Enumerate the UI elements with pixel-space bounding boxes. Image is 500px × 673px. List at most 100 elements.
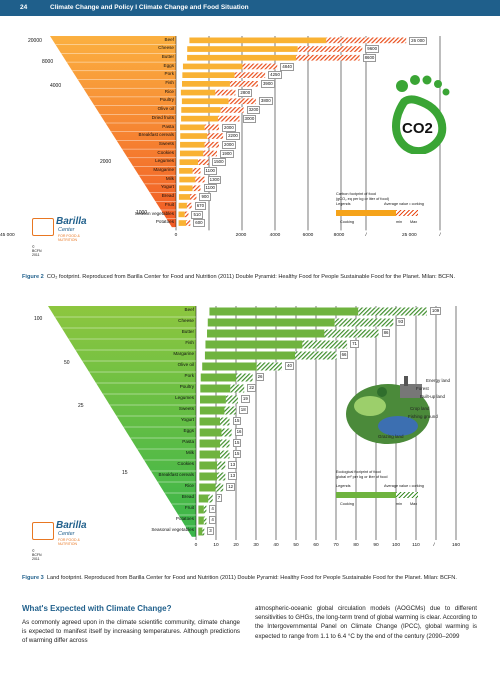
barilla-year: © BCFN 2011 <box>32 245 42 257</box>
figure-3-label: Figure 3 <box>22 575 44 581</box>
axis-tick: 60 <box>313 543 319 548</box>
bar-solid <box>199 439 221 448</box>
category-label: Cheese <box>178 317 194 323</box>
category-label: Poultry <box>159 97 174 103</box>
bar-solid <box>204 351 296 360</box>
bar-hatched <box>220 417 230 426</box>
bar-hatched <box>256 362 282 371</box>
bar-solid <box>187 54 297 61</box>
value-label: 15 <box>232 438 242 447</box>
value-label: 1100 <box>203 184 217 193</box>
axis-tick: 6000 <box>302 233 314 239</box>
bar-hatched <box>296 54 360 61</box>
bar-solid <box>179 150 204 157</box>
category-label: Pork <box>184 372 194 378</box>
bar-solid <box>179 168 193 174</box>
bar-hatched <box>221 428 232 437</box>
axis-tick: 100 <box>391 543 400 548</box>
bar-solid <box>199 417 221 426</box>
bar-hatched <box>202 527 205 536</box>
bar-hatched <box>236 373 253 382</box>
barilla-sub: Center <box>58 227 75 233</box>
bar-solid <box>202 362 257 371</box>
bar-hatched <box>184 211 189 218</box>
axis-tick: 2000 <box>235 233 247 239</box>
category-label: Fish <box>165 80 174 85</box>
bar-hatched <box>334 318 394 327</box>
land-energy: Energy land <box>426 378 451 383</box>
scale-mark: 2000 <box>100 159 112 166</box>
category-label: Potatoes <box>155 219 174 225</box>
bar-hatched <box>203 150 217 157</box>
category-label: Legumes <box>175 394 194 400</box>
bar-solid <box>199 461 218 470</box>
legend-left: Legends <box>336 202 351 206</box>
section-heading: What's Expected with Climate Change? <box>22 604 172 613</box>
co2-label: CO2 <box>402 120 433 137</box>
bar-solid <box>178 220 186 226</box>
bar-solid <box>178 211 185 218</box>
value-label: 22 <box>247 383 257 392</box>
axis-tick: 90 <box>373 543 379 548</box>
running-title: Climate Change and Policy I Climate Chan… <box>50 4 249 11</box>
barilla-name-2: Barilla <box>56 520 87 531</box>
legend-title: Carbon footprint of food (gCO₂ eq per kg… <box>336 192 389 201</box>
bar-hatched <box>203 505 207 514</box>
bar-hatched <box>228 98 256 105</box>
category-label: Butter <box>161 53 174 59</box>
axis-tick: 40 <box>273 543 279 548</box>
legend-bar-solid-2 <box>336 492 396 498</box>
category-label: Rice <box>164 88 174 94</box>
land-crop: Crop land <box>410 406 430 411</box>
value-label: 1900 <box>219 149 234 158</box>
value-label: 2000 <box>222 140 236 149</box>
figure-2: Barilla Center FOR FOOD & NUTRITION © BC… <box>0 28 500 273</box>
category-label: Beef <box>164 36 174 42</box>
bar-hatched <box>229 81 258 87</box>
category-label: Fruit <box>164 201 174 207</box>
category-label: Fish <box>185 339 194 345</box>
page-header: 24 Climate Change and Policy I Climate C… <box>0 0 500 16</box>
value-label: 86 <box>381 328 391 337</box>
value-label: 1500 <box>211 158 226 167</box>
axis-tick: / <box>433 543 435 548</box>
value-label: 71 <box>350 339 359 348</box>
value-label: 2000 <box>222 123 236 132</box>
legend-min: min <box>396 220 403 224</box>
legend-bar-solid <box>336 210 396 216</box>
axis-tick: 50 <box>293 543 299 548</box>
category-label: Cookies <box>157 149 174 155</box>
barilla-sub-2: Center <box>58 531 75 537</box>
category-label: Dried fruits <box>151 114 174 120</box>
value-label: 15 <box>232 416 242 425</box>
scale-mark: 4000 <box>50 82 62 89</box>
bar-hatched <box>215 89 236 96</box>
bar-hatched <box>326 37 407 44</box>
bar-solid <box>207 318 335 327</box>
barilla-tag-2: FOR FOOD & NUTRITION <box>58 538 80 546</box>
category-label: Cheese <box>158 45 174 51</box>
category-label: Breakfast cereals <box>138 132 175 138</box>
bar-hatched <box>197 159 209 165</box>
barilla-name: Barilla <box>56 216 87 227</box>
figure-3: Barilla Center FOR FOOD & NUTRITION © BC… <box>0 300 500 570</box>
value-label: 3 <box>207 526 214 535</box>
bar-solid <box>199 406 225 415</box>
value-label: 9600 <box>365 45 380 54</box>
category-label: Bread <box>161 193 174 199</box>
bar-hatched <box>215 483 224 492</box>
bar-hatched <box>224 406 236 415</box>
value-label: 93 <box>396 317 406 326</box>
figure-3-caption: Figure 3 Land footprint. Reproduced from… <box>22 574 472 582</box>
axis-tick: 25 000 <box>402 233 417 239</box>
category-label: Pasta <box>182 438 194 444</box>
category-label: Sweets <box>178 405 194 411</box>
bar-solid <box>182 72 235 78</box>
category-label: Yogurt <box>160 184 174 190</box>
value-label: 4250 <box>268 71 282 80</box>
bar-solid <box>179 176 196 183</box>
bar-solid <box>209 307 359 316</box>
value-label: 8600 <box>362 53 377 62</box>
axis-tick: 160 <box>451 543 460 548</box>
category-label: Fruit <box>184 504 194 510</box>
